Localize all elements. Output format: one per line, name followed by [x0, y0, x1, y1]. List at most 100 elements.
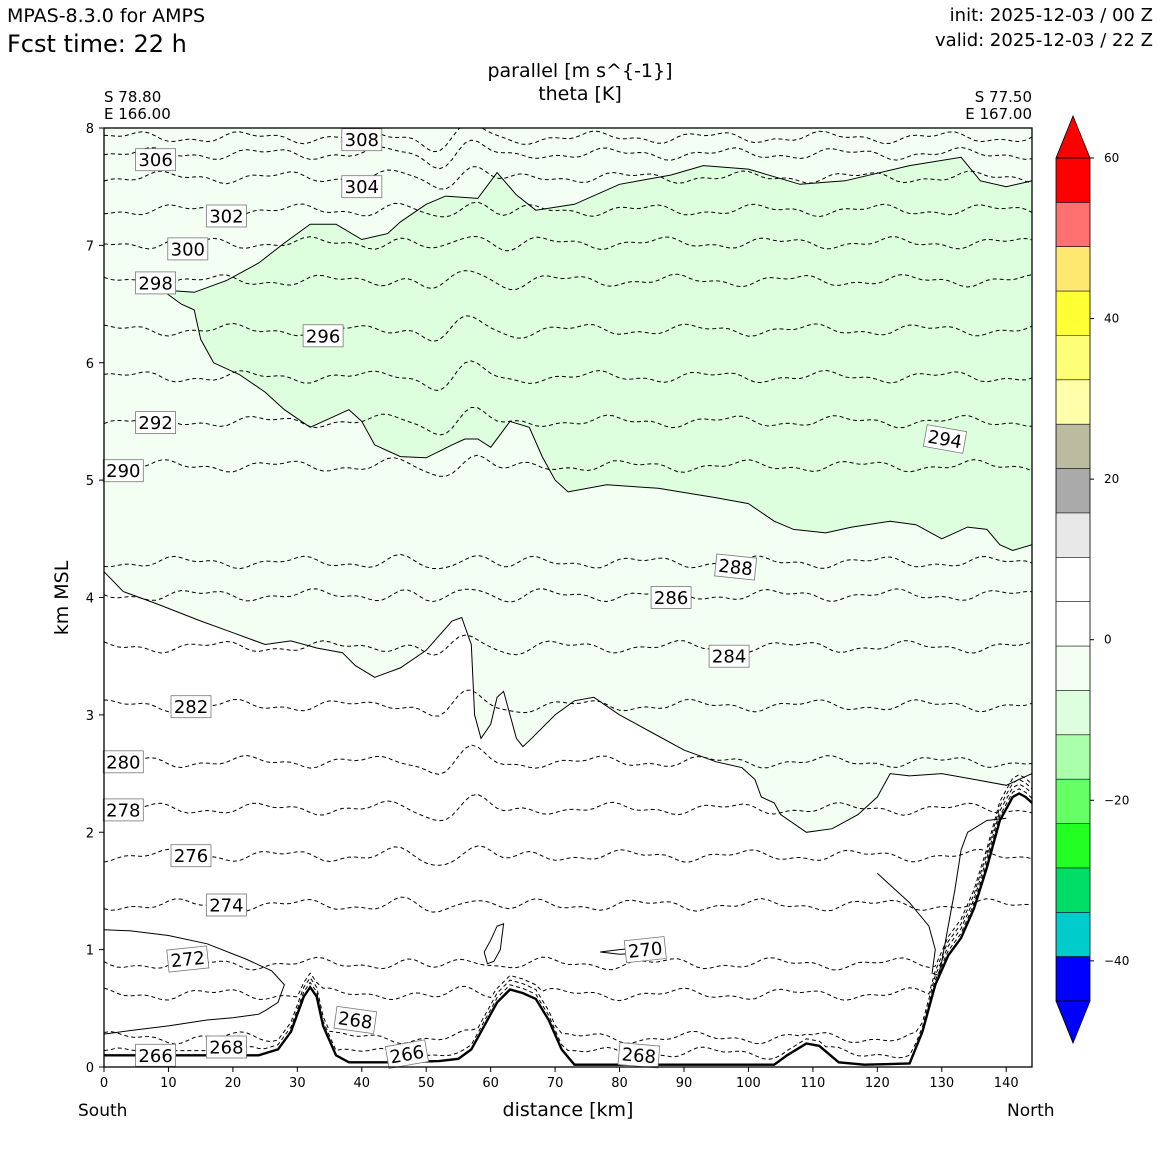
contour-label-box — [102, 750, 144, 774]
colorbar-bin — [1056, 867, 1090, 913]
x-tick-label: 40 — [354, 1076, 371, 1091]
contour-label-box — [102, 459, 144, 483]
theta-contour-286 — [104, 588, 1032, 603]
colorbar: 60 40 20 0 −20 −40 — [1055, 114, 1129, 1045]
y-tick-label: 5 — [86, 474, 94, 489]
colorbar-bin — [1056, 690, 1090, 736]
contour-label-268: 268 — [333, 1005, 378, 1035]
init-time: init: 2025-12-03 / 00 Z — [949, 5, 1153, 26]
x-tick-label: 20 — [225, 1076, 242, 1091]
theta-contour-304 — [104, 166, 1032, 190]
contour-label-box — [617, 1042, 661, 1069]
plot-subtitle: theta [K] — [538, 83, 622, 105]
contour-label-text: 300 — [171, 239, 205, 260]
contour-label-268: 268 — [617, 1042, 661, 1069]
contour-label-306: 306 — [135, 148, 177, 172]
south-label: South — [78, 1101, 128, 1121]
contour-label-box — [135, 148, 177, 172]
contour-label-box — [623, 936, 667, 964]
end-lon: E 167.00 — [965, 105, 1032, 123]
wind-shading-layer — [104, 128, 1032, 1035]
x-tick-label: 80 — [611, 1076, 628, 1091]
theta-contour-306 — [104, 139, 1032, 170]
plot-title: parallel [m s^{-1}] — [487, 60, 673, 82]
contour-label-box — [922, 424, 968, 454]
colorbar-bin — [1056, 601, 1090, 647]
contour-label-text: 276 — [174, 846, 208, 867]
colorbar-bin — [1056, 646, 1090, 691]
contour-label-298: 298 — [135, 271, 177, 294]
contour-label-text: 266 — [388, 1042, 425, 1069]
forecast-time: Fcst time: 22 h — [7, 30, 187, 58]
theta-contour-layer — [104, 128, 1032, 1060]
y-tick-label: 0 — [86, 1061, 94, 1076]
contour-label-text: 268 — [621, 1044, 657, 1068]
y-tick-label: 7 — [86, 239, 94, 254]
contour-label-268: 268 — [205, 1035, 247, 1059]
colorbar-bin — [1056, 956, 1090, 1002]
contour-label-box — [714, 553, 758, 581]
contour-label-text: 284 — [712, 647, 746, 668]
x-tick-label: 140 — [994, 1076, 1019, 1091]
colorbar-tick-label: 40 — [1104, 312, 1119, 326]
model-title: MPAS-8.3.0 for AMPS — [7, 5, 206, 27]
contour-label-282: 282 — [170, 695, 212, 718]
colorbar-bin — [1056, 779, 1090, 824]
colorbar-bin — [1056, 291, 1090, 336]
colorbar-bin — [1056, 335, 1090, 381]
contour-label-text: 296 — [306, 326, 340, 347]
contour-label-text: 278 — [106, 800, 140, 821]
contour-label-box — [650, 586, 692, 609]
colorbar-tick-label: −40 — [1104, 954, 1129, 968]
contour-label-292: 292 — [135, 411, 177, 435]
theta-contour-268 — [104, 783, 1032, 1045]
contour-label-text: 306 — [138, 150, 172, 171]
contour-label-text: 292 — [138, 413, 172, 434]
y-tick-label: 8 — [86, 122, 94, 137]
x-tick-label: 90 — [676, 1076, 693, 1091]
x-tick-label: 100 — [736, 1076, 761, 1091]
contour-label-box — [135, 411, 177, 435]
x-tick-label: 0 — [100, 1076, 108, 1091]
contour-label-text: 270 — [627, 938, 663, 962]
contour-label-286: 286 — [650, 586, 692, 609]
contour-label-box — [708, 644, 750, 668]
contour-label-text: 308 — [345, 130, 379, 151]
colorbar-bin — [1056, 557, 1090, 602]
theta-contour-266 — [104, 788, 1032, 1060]
contour-label-text: 298 — [138, 273, 172, 294]
contour-label-270: 270 — [623, 936, 667, 964]
contour-label-308: 308 — [341, 128, 383, 151]
contour-label-text: 304 — [345, 177, 379, 198]
contour-label-284: 284 — [708, 644, 750, 668]
contour-label-text: 280 — [106, 752, 140, 773]
terrain-layer — [104, 792, 1032, 1066]
contour-label-288: 288 — [714, 553, 758, 581]
colorbar-bin — [1056, 424, 1090, 469]
contour-label-280: 280 — [102, 750, 144, 774]
colorbar-tick-label: −20 — [1104, 793, 1129, 807]
colorbar-bin — [1056, 734, 1090, 780]
x-tick-label: 110 — [800, 1076, 825, 1091]
colorbar-bin — [1056, 379, 1090, 425]
contour-label-text: 290 — [106, 461, 140, 482]
contour-label-text: 272 — [170, 948, 206, 972]
y-tick-label: 3 — [86, 709, 94, 724]
colorbar-bin — [1056, 246, 1090, 292]
contour-label-box — [302, 324, 344, 348]
contour-label-box — [341, 175, 383, 199]
contour-label-text: 286 — [654, 588, 688, 609]
colorbar-bin — [1056, 912, 1090, 957]
contour-label-box — [170, 844, 212, 868]
theta-contour-292 — [104, 406, 1032, 436]
wind-contour-line — [104, 571, 1032, 833]
x-tick-label: 10 — [160, 1076, 177, 1091]
theta-contour-290 — [104, 454, 1032, 477]
colorbar-min-extension — [1055, 1000, 1091, 1045]
colorbar-bin — [1056, 158, 1090, 203]
contour-label-300: 300 — [167, 237, 209, 260]
y-tick-label: 6 — [86, 357, 94, 372]
contour-label-box — [205, 1035, 247, 1059]
